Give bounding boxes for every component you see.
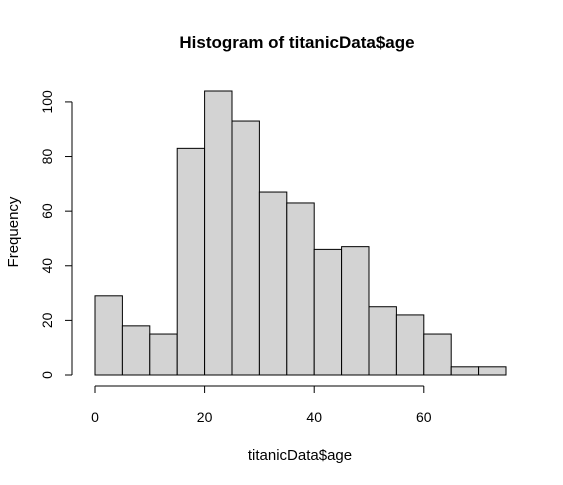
- y-tick-label: 0: [39, 371, 55, 379]
- y-tick-label: 60: [39, 203, 55, 219]
- bars-group: [94, 90, 507, 376]
- x-tick-label: 0: [91, 409, 99, 425]
- y-axis: 0 20 40 60 80 100: [39, 90, 73, 379]
- histogram-bar: [478, 366, 507, 376]
- histogram-bar: [258, 191, 288, 376]
- histogram-bar: [423, 333, 452, 376]
- histogram-bar: [395, 314, 425, 376]
- histogram-bar: [313, 248, 343, 376]
- y-tick-label: 100: [39, 90, 55, 114]
- x-tick-label: 40: [306, 409, 322, 425]
- y-tick-label: 20: [39, 312, 55, 328]
- y-tick-label: 80: [39, 149, 55, 165]
- histogram-bar: [94, 295, 123, 376]
- x-axis: 0 20 40 60: [91, 385, 432, 425]
- x-tick-label: 60: [416, 409, 432, 425]
- histogram-bar: [149, 333, 178, 376]
- y-tick-label: 40: [39, 258, 55, 274]
- histogram-bar: [204, 90, 233, 376]
- x-axis-label: titanicData$age: [248, 447, 352, 464]
- histogram-bar: [176, 147, 206, 376]
- y-axis-label: Frequency: [5, 196, 22, 267]
- x-tick-label: 20: [197, 409, 213, 425]
- histogram-bar: [368, 306, 397, 376]
- histogram-bar: [121, 325, 151, 376]
- histogram-bar: [286, 202, 315, 376]
- histogram-bar: [341, 246, 370, 376]
- chart-title: Histogram of titanicData$age: [179, 33, 414, 52]
- histogram-bar: [450, 366, 480, 376]
- histogram-bar: [231, 120, 260, 376]
